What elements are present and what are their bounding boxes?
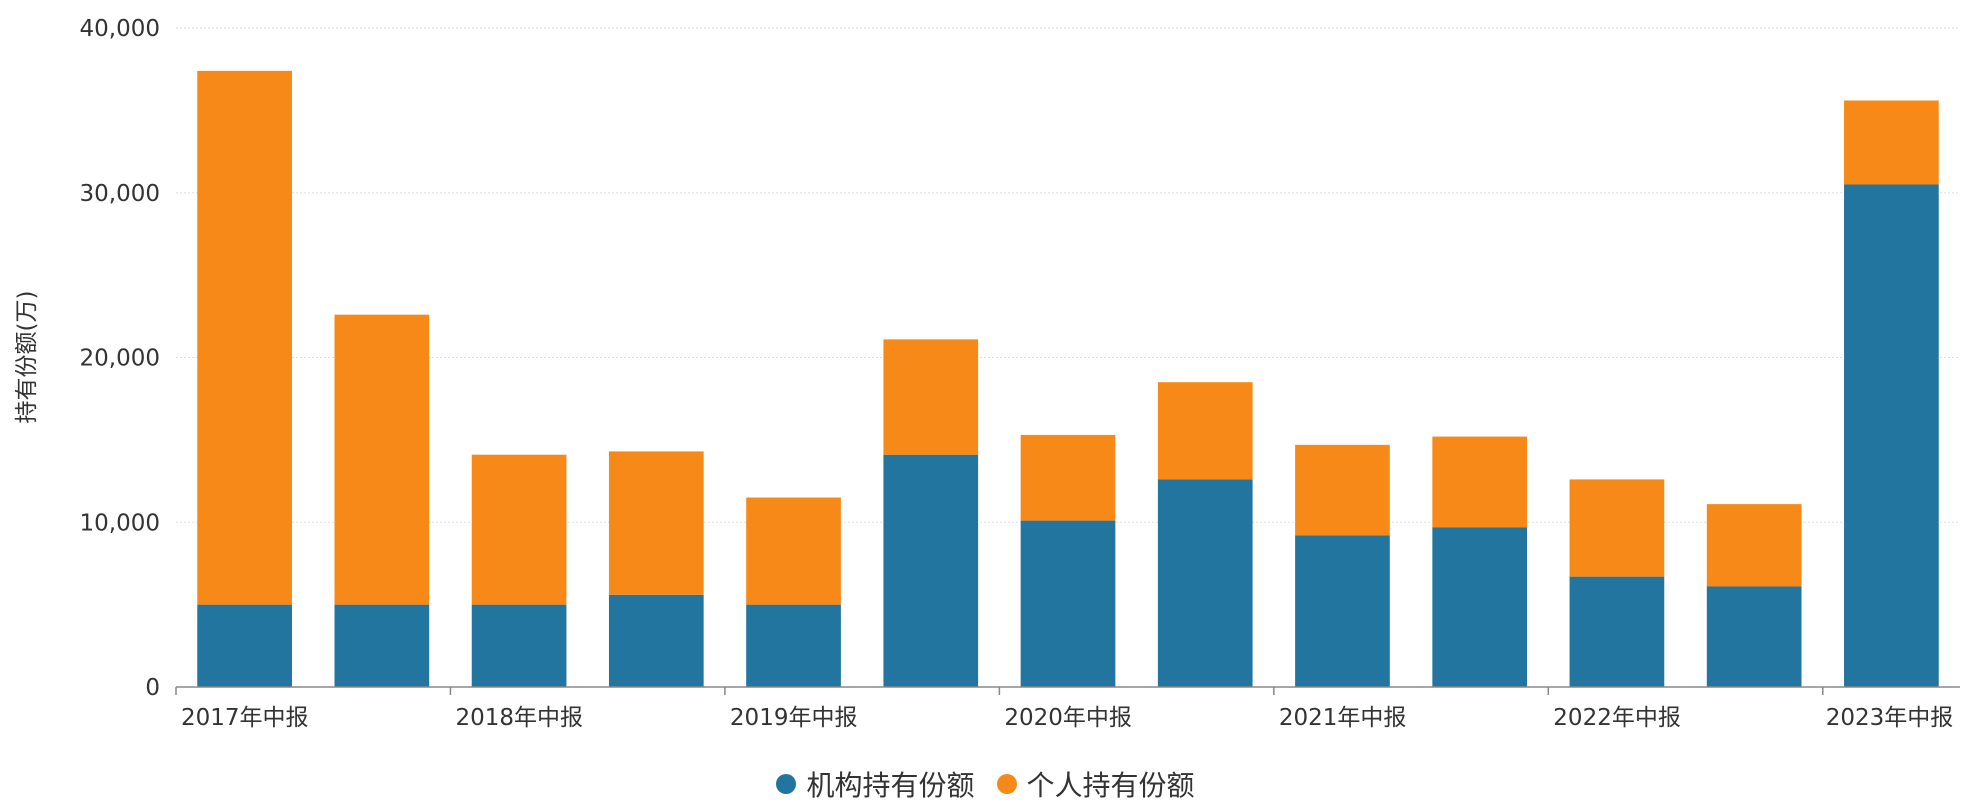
bar-individual <box>883 339 979 455</box>
bar-institution <box>1569 576 1665 687</box>
bar-institution <box>334 604 430 687</box>
bars <box>197 70 1939 687</box>
y-tick-label: 10,000 <box>80 510 160 536</box>
bar-institution <box>883 454 979 687</box>
bar-institution <box>1432 527 1528 687</box>
y-tick-label: 0 <box>145 675 160 701</box>
bar-institution <box>1020 520 1116 687</box>
bar-individual <box>471 454 567 605</box>
legend-marker-institution <box>776 774 797 794</box>
x-tick-label: 2019年中报 <box>730 705 858 731</box>
x-tick-label: 2018年中报 <box>455 705 583 731</box>
legend-item-individual[interactable]: 个人持有份额 <box>996 764 1195 804</box>
legend: 机构持有份额 个人持有份额 <box>0 764 1971 804</box>
bar-individual <box>1432 436 1528 528</box>
bar-individual <box>334 314 430 605</box>
bar-institution <box>1844 184 1939 687</box>
bar-individual <box>1569 479 1665 577</box>
legend-item-institution[interactable]: 机构持有份额 <box>776 764 975 804</box>
legend-label-individual: 个人持有份额 <box>1026 769 1195 802</box>
y-tick-label: 40,000 <box>80 16 160 42</box>
legend-label-institution: 机构持有份额 <box>806 769 975 802</box>
x-tick-label: 2021年中报 <box>1279 705 1407 731</box>
legend-marker-individual <box>996 774 1017 794</box>
bar-individual <box>1020 434 1116 521</box>
y-tick-label: 20,000 <box>80 346 160 372</box>
y-axis-title: 持有份额(万) <box>14 291 40 424</box>
x-tick-label: 2020年中报 <box>1004 705 1132 731</box>
bar-individual <box>1844 100 1939 185</box>
y-axis: 0 10,000 20,000 30,000 40,000 <box>80 16 160 701</box>
bar-institution <box>1706 586 1802 687</box>
bar-individual <box>1706 504 1802 587</box>
bar-institution <box>608 594 704 687</box>
bar-individual <box>746 497 841 605</box>
x-tick-label: 2023年中报 <box>1826 705 1954 731</box>
bar-individual <box>1157 382 1253 480</box>
bar-institution <box>1157 479 1253 687</box>
bar-institution <box>471 604 567 687</box>
bar-individual <box>1295 444 1390 536</box>
bar-individual <box>608 451 704 595</box>
bar-institution <box>1295 535 1390 687</box>
x-axis: 2017年中报 2018年中报 2019年中报 2020年中报 2021年中报 2022年… <box>175 686 1960 731</box>
bar-institution <box>197 604 292 687</box>
bar-individual <box>197 70 292 605</box>
x-tick-label: 2017年中报 <box>181 705 309 731</box>
x-tick-label: 2022年中报 <box>1553 705 1681 731</box>
bar-institution <box>746 604 841 687</box>
y-tick-label: 30,000 <box>80 181 160 207</box>
